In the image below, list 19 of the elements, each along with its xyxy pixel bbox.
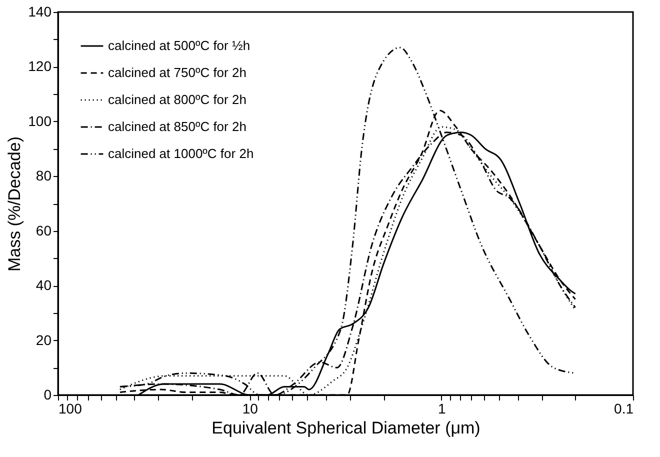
y-tick-label: 120 — [28, 58, 52, 74]
legend-label: calcined at 1000ºC for 2h — [108, 146, 254, 161]
y-tick-label: 80 — [36, 168, 52, 184]
x-tick-label: 0.1 — [614, 400, 634, 416]
y-tick-label: 0 — [44, 386, 52, 402]
y-tick-label: 40 — [36, 277, 52, 294]
x-tick-label: 1 — [438, 400, 446, 416]
y-tick-label: 20 — [36, 332, 52, 348]
x-axis-title: Equivalent Spherical Diameter (μm) — [212, 418, 480, 438]
x-tick-label: 10 — [242, 400, 258, 416]
legend-label: calcined at 750ºC for 2h — [108, 65, 246, 80]
y-tick-label: 60 — [36, 222, 52, 238]
x-tick-label: 100 — [58, 400, 82, 416]
legend-label: calcined at 500ºC for ½h — [108, 38, 250, 53]
legend-label: calcined at 850ºC for 2h — [108, 119, 246, 134]
legend-label: calcined at 800ºC for 2h — [108, 92, 246, 107]
y-tick-label: 100 — [28, 112, 52, 129]
y-axis-title: Mass (%/Decade) — [5, 136, 24, 272]
y-tick-label: 140 — [28, 4, 52, 20]
